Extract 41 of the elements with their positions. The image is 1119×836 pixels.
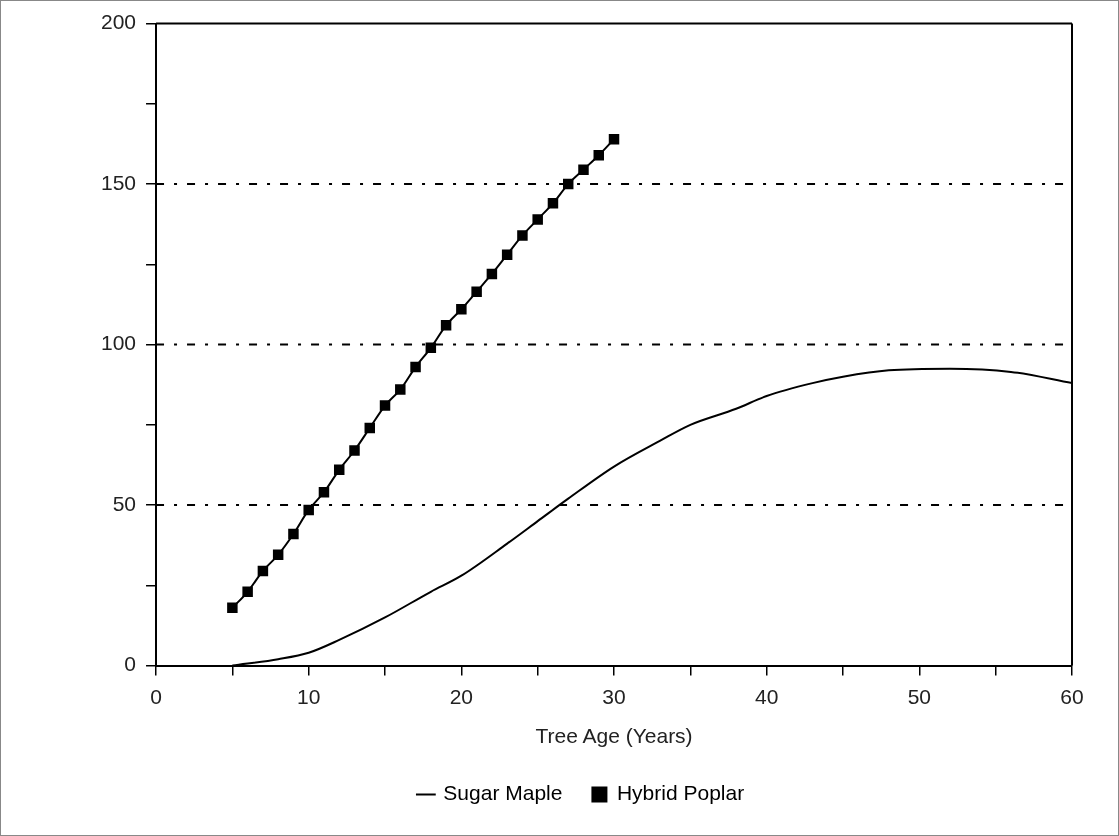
point — [562, 178, 574, 190]
point — [593, 149, 604, 161]
point — [517, 230, 528, 241]
point — [395, 384, 406, 395]
point — [440, 320, 452, 331]
point — [288, 528, 299, 540]
point — [547, 198, 559, 209]
x-tick-label: 0 — [150, 685, 162, 708]
point — [379, 400, 391, 411]
point — [318, 487, 330, 498]
point — [242, 586, 253, 598]
point — [425, 342, 437, 354]
y-tick-label: 100 — [100, 331, 137, 355]
x-tick-label: 50 — [907, 685, 932, 708]
x-tick-label: 30 — [602, 685, 626, 708]
point — [272, 549, 284, 561]
point — [364, 422, 376, 434]
point — [501, 249, 513, 260]
point — [349, 445, 360, 456]
y-tick-label: 50 — [112, 491, 137, 515]
point — [532, 214, 543, 225]
x-tick-label: 60 — [1060, 685, 1084, 708]
y-tick-label: 200 — [100, 10, 137, 34]
x-axis-title: Tree Age (Years) — [535, 724, 693, 748]
point — [303, 504, 314, 516]
x-tick-label: 20 — [449, 685, 474, 708]
point — [227, 602, 238, 614]
legend-label: Sugar Maple — [443, 781, 563, 805]
point — [410, 361, 421, 373]
point — [486, 268, 498, 280]
point — [333, 464, 345, 476]
point — [257, 565, 269, 577]
x-tick-label: 10 — [297, 685, 321, 708]
y-tick-label: 150 — [100, 170, 137, 194]
legend-label: Hybrid Poplar — [616, 781, 745, 805]
y-tick-label: 0 — [124, 652, 137, 676]
x-tick-label: 40 — [755, 685, 779, 708]
point — [471, 286, 482, 297]
point — [608, 133, 620, 145]
point — [578, 164, 589, 175]
point — [456, 304, 467, 315]
